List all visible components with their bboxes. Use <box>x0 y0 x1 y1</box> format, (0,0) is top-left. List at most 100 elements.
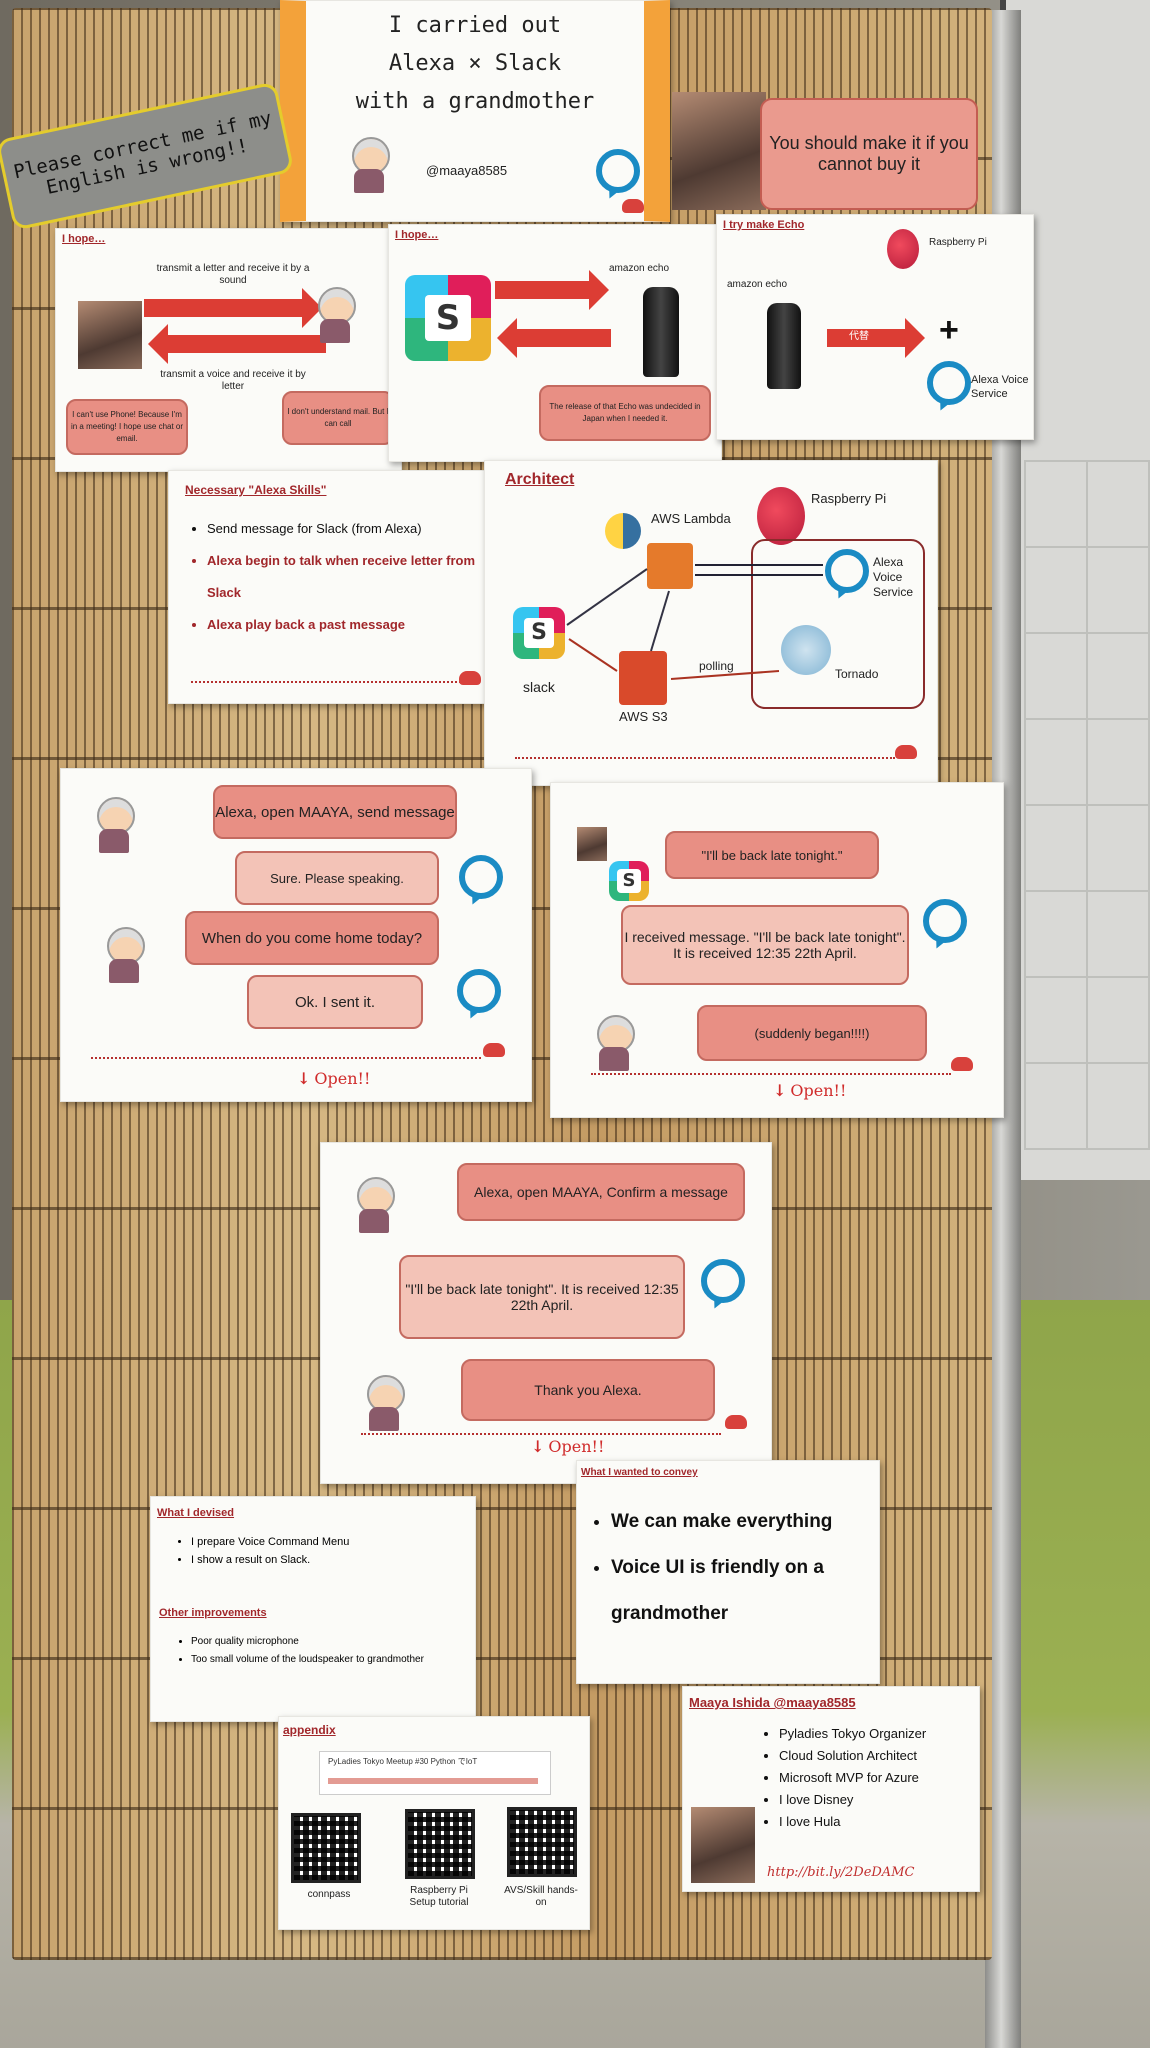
woman-photo <box>78 301 142 369</box>
right-speech-bubble: I don't understand mail. But I can call <box>282 391 394 445</box>
arrow-left <box>497 318 611 358</box>
other-item: Too small volume of the loudspeaker to g… <box>191 1651 424 1669</box>
try-make-title: I try make Echo <box>723 219 805 231</box>
grandmother-icon <box>101 921 147 983</box>
arrow-left <box>148 324 326 364</box>
grandmother-icon <box>346 131 392 193</box>
profile-list: Pyladies Tokyo Organizer Cloud Solution … <box>759 1723 926 1833</box>
profile-item: I love Disney <box>779 1789 926 1811</box>
dialog1-bubble-1: Alexa, open MAAYA, send message <box>213 785 457 839</box>
title-line-3: with a grandmother <box>355 89 595 114</box>
qr-code[interactable] <box>405 1809 475 1879</box>
echo-label: amazon echo <box>727 279 788 290</box>
grandmother-icon <box>312 281 358 343</box>
qr-code[interactable] <box>507 1807 577 1877</box>
dialog3-bubble-1: Alexa, open MAAYA, Confirm a message <box>457 1163 745 1221</box>
phone-wire <box>91 1051 481 1059</box>
convey-panel: What I wanted to convey We can make ever… <box>576 1460 880 1684</box>
echo-label: amazon echo <box>609 263 670 274</box>
dialog-panel-1: Alexa, open MAAYA, send message Sure. Pl… <box>60 768 532 1102</box>
devised-panel: What I devised I prepare Voice Command M… <box>150 1496 476 1722</box>
alexa-icon <box>459 855 503 899</box>
phone-icon <box>459 671 481 685</box>
profile-title: Maaya Ishida @maaya8585 <box>689 1695 856 1710</box>
dialog1-bubble-2: Sure. Please speaking. <box>235 851 439 905</box>
dialog-panel-2: S "I'll be back late tonight." I receive… <box>550 782 1004 1118</box>
alexa-icon <box>825 549 869 593</box>
title-line-2: Alexa × Slack <box>388 51 562 76</box>
slack-label: slack <box>523 679 555 695</box>
alexa-icon <box>927 361 971 405</box>
bottom-arrow-label: transmit a voice and receive it by lette… <box>160 369 306 392</box>
phone-icon <box>622 199 644 213</box>
convey-list: We can make everything Voice UI is frien… <box>591 1499 893 1637</box>
architect-title: Architect <box>505 471 575 488</box>
convey-item: We can make everything <box>611 1499 893 1545</box>
slack-logo: S <box>405 275 491 361</box>
alexa-icon <box>457 969 501 1013</box>
profile-item: Pyladies Tokyo Organizer <box>779 1723 926 1745</box>
python-icon <box>605 513 641 549</box>
arrow-right <box>144 288 322 328</box>
polling-label: polling <box>699 659 734 673</box>
woman-photo <box>577 827 607 861</box>
other-list: Poor quality microphone Too small volume… <box>171 1633 424 1669</box>
skill-item: Alexa begin to talk when receive letter … <box>207 545 497 609</box>
alexa-icon <box>701 1259 745 1303</box>
skill-item: Alexa play back a past message <box>207 609 497 641</box>
left-speech-bubble: I can't use Phone! Because I'm in a meet… <box>66 399 188 455</box>
tornado-icon <box>781 625 831 675</box>
grandmother-icon <box>361 1369 407 1431</box>
slack-logo: S <box>513 607 565 659</box>
rpi-label: Raspberry Pi <box>929 237 987 248</box>
title-line-1: I carried out <box>388 13 562 38</box>
banner-bar <box>328 1778 538 1784</box>
grandmother-icon <box>591 1009 637 1071</box>
convey-item: Voice UI is friendly on a grandmother <box>611 1545 893 1637</box>
appendix-banner: PyLadies Tokyo Meetup #30 Python でIoT <box>319 1751 551 1795</box>
architecture-arrows <box>566 564 823 680</box>
hope-2-title: I hope… <box>395 229 439 241</box>
profile-item: Microsoft MVP for Azure <box>779 1767 926 1789</box>
qr-label: AVS/Skill hands-on <box>504 1885 578 1908</box>
dialog-panel-3: Alexa, open MAAYA, Confirm a message "I'… <box>320 1142 772 1484</box>
skills-title: Necessary "Alexa Skills" <box>185 483 327 497</box>
grandmother-icon <box>351 1171 397 1233</box>
s3-label: AWS S3 <box>619 709 668 724</box>
handle-text: @maaya8585 <box>426 163 508 178</box>
avs-label: Alexa Voice Service <box>873 555 914 599</box>
qr-code[interactable] <box>291 1813 361 1883</box>
dialog2-open: Open!! <box>773 1081 846 1100</box>
top-arrow-label: transmit a letter and receive it by a so… <box>156 263 310 286</box>
lambda-icon <box>647 543 693 589</box>
devised-item: I prepare Voice Command Menu <box>191 1533 349 1551</box>
avs-label: Alexa Voice Service <box>971 374 1029 400</box>
dialog3-open: Open!! <box>531 1437 604 1456</box>
title-poster: I carried out Alexa × Slack with a grand… <box>280 0 670 222</box>
grandmother-icon <box>91 791 137 853</box>
panel-grid <box>1024 460 1150 1150</box>
s3-icon <box>619 651 667 705</box>
slack-logo: S <box>609 861 649 901</box>
phone-wire <box>591 1067 951 1075</box>
phone-icon <box>951 1057 973 1071</box>
buy-note: You should make it if you cannot buy it <box>760 98 978 210</box>
devised-title: What I devised <box>157 1507 235 1519</box>
dialog3-bubble-2: "I'll be back late tonight". It is recei… <box>399 1255 685 1339</box>
qr-label: Raspberry Pi Setup tutorial <box>409 1885 469 1908</box>
profile-link[interactable]: http://bit.ly/2DeDAMC <box>767 1865 915 1880</box>
rpi-label: Raspberry Pi <box>811 491 887 506</box>
other-item: Poor quality microphone <box>191 1633 424 1651</box>
dialog2-bubble-1: "I'll be back late tonight." <box>665 831 879 879</box>
dialog1-bubble-3: When do you come home today? <box>185 911 439 965</box>
skills-list: Send message for Slack (from Alexa) Alex… <box>187 513 497 641</box>
dialog3-bubble-3: Thank you Alexa. <box>461 1359 715 1421</box>
devised-item: I show a result on Slack. <box>191 1551 349 1569</box>
profile-panel: Maaya Ishida @maaya8585 Pyladies Tokyo O… <box>682 1686 980 1892</box>
phone-icon <box>895 745 917 759</box>
dialog1-bubble-4: Ok. I sent it. <box>247 975 423 1029</box>
other-title: Other improvements <box>159 1607 267 1619</box>
release-bubble: The release of that Echo was undecided i… <box>539 385 711 441</box>
skills-panel: Necessary "Alexa Skills" Send message fo… <box>168 470 492 704</box>
substitute-label: 代替 <box>849 331 869 342</box>
